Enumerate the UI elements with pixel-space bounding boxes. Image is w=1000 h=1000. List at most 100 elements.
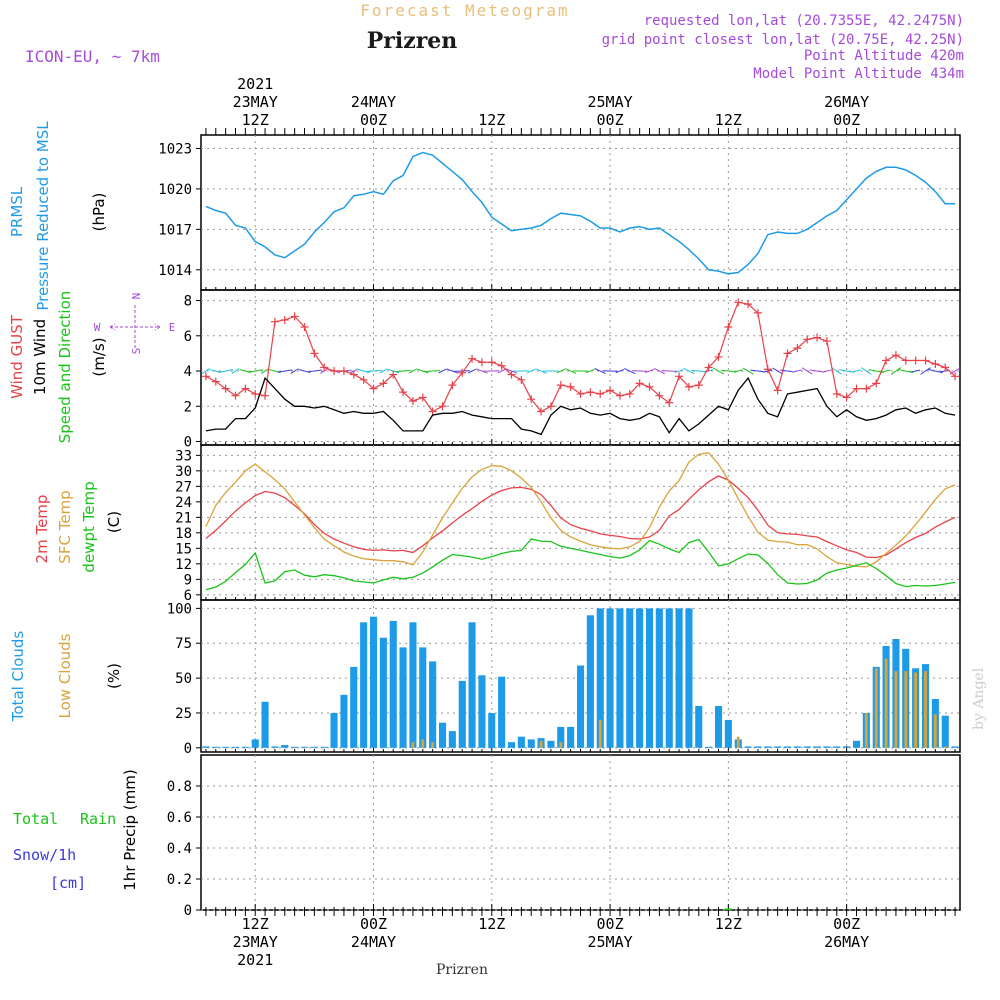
pressure-ytick-label: 1017 (158, 222, 192, 238)
wind-gust-marker (586, 388, 595, 397)
bottom-time-label: 12Z (242, 915, 269, 933)
temperature-ytick-label: 12 (175, 557, 192, 573)
wind-gust-marker (517, 375, 526, 384)
wind-gust-marker (527, 395, 536, 404)
total-clouds-bar (715, 706, 723, 748)
wind-gust-marker (773, 386, 782, 395)
wind-gust-marker (665, 398, 674, 407)
wind-direction-arrow (683, 367, 695, 375)
wind-direction-arrow (645, 369, 654, 374)
wind-gust-marker (408, 396, 417, 405)
wind-direction-arrow (733, 369, 743, 373)
top-time-label: 25MAY (587, 93, 632, 111)
low-clouds-bar (943, 746, 947, 748)
pressure-ylabel-2: Pressure Reduced to MSL (34, 121, 52, 311)
low-clouds-bar (598, 719, 602, 748)
model-label: ICON-EU, ~ 7km (25, 47, 160, 66)
wind-gust-marker (615, 391, 624, 400)
total-clouds-bar (793, 746, 801, 748)
total-clouds-bar (458, 680, 466, 748)
wind-gust-marker (596, 389, 605, 398)
wind-gust-marker (951, 372, 960, 381)
total-clouds-bar (261, 701, 269, 748)
pressure-ylabel-1: PRMSL (8, 186, 26, 237)
wind-direction-arrow (526, 368, 536, 374)
wind-gust-marker (339, 367, 348, 376)
total-clouds-bar (350, 666, 358, 748)
wind-direction-arrow (742, 367, 754, 375)
wind-direction-arrow (416, 368, 429, 374)
wind-gust-marker (507, 370, 516, 379)
top-time-label: 2021 (237, 75, 273, 93)
wind-direction-arrow (408, 368, 418, 374)
wind-direction-arrow (484, 370, 500, 372)
wind-gust-marker (872, 379, 881, 388)
total-clouds-bar (764, 746, 772, 748)
precip-ytick-label: 0.6 (167, 810, 192, 826)
clouds-ytick-label: 0 (184, 741, 192, 757)
compass-rose (109, 305, 161, 348)
wind-gust-marker (369, 384, 378, 393)
wind-ytick-label: 6 (184, 329, 192, 345)
total-clouds-bar (498, 676, 506, 748)
total-clouds-bar (320, 746, 328, 748)
clouds-ytick-label: 100 (167, 601, 192, 617)
rain-bar (724, 908, 733, 910)
wind-gust-marker (477, 358, 486, 367)
wind-direction-arrow (379, 368, 388, 374)
total-clouds-bar (695, 706, 703, 748)
total-clouds-bar (271, 746, 279, 748)
temperature-ytick-label: 30 (175, 464, 192, 480)
wind-direction-arrow (861, 367, 872, 375)
total-clouds-bar (951, 746, 959, 748)
total-clouds-bar (291, 746, 299, 748)
wind-gust-marker (221, 384, 230, 393)
wind-gust-marker (606, 386, 615, 395)
precip-ytick-label: 0.8 (167, 779, 192, 795)
wind-gust-marker (556, 381, 565, 390)
top-time-label: 12Z (478, 111, 505, 129)
total-clouds-bar (468, 622, 476, 748)
legend-snow-unit: [cm] (50, 874, 86, 892)
total-clouds-bar (281, 745, 289, 748)
top-time-label: 24MAY (351, 93, 396, 111)
wind-gust-marker (911, 356, 920, 365)
wind-direction-arrow (632, 370, 648, 372)
wind-gust-marker (931, 359, 940, 368)
temperature-ytick-label: 24 (175, 495, 192, 511)
total-clouds-bar (251, 739, 259, 748)
wind-direction-arrow (594, 368, 606, 375)
wind-direction-arrow (585, 368, 595, 374)
wind-direction-arrow (772, 367, 784, 375)
wind-direction-arrow (713, 367, 724, 375)
bottom-time-label: 23MAY (233, 933, 278, 951)
wind-direction-arrow (792, 369, 802, 373)
compass-west-label: W (94, 321, 101, 334)
total-clouds-bar (586, 615, 594, 748)
point-altitude: Point Altitude 420m (804, 48, 964, 64)
wind-direction-arrow (661, 370, 677, 373)
total-clouds-bar (370, 616, 378, 748)
total-clouds-bar (685, 608, 693, 748)
wind-direction-arrow (201, 368, 210, 375)
wind-direction-arrow (425, 370, 441, 373)
wind-direction-arrow (290, 368, 299, 374)
top-time-label: 23MAY (233, 93, 278, 111)
precip-ytick-label: 0.4 (167, 841, 192, 857)
total-clouds-bar (675, 608, 683, 748)
total-clouds-bar (360, 622, 368, 748)
temperature-ytick-label: 6 (184, 588, 192, 604)
wind-gust-marker (635, 379, 644, 388)
bottom-time-label: 00Z (360, 915, 387, 933)
total-clouds-bar (606, 608, 614, 748)
bottom-time-label: 25MAY (587, 933, 632, 951)
wind-gust-marker (211, 377, 220, 386)
wind-gust-marker (753, 308, 762, 317)
bottom-time-label: 00Z (597, 915, 624, 933)
top-time-label: 12Z (715, 111, 742, 129)
pressure-line (205, 151, 956, 275)
wind-direction-arrow (881, 369, 891, 373)
pressure-ylabel-unit: (hPa) (90, 193, 108, 232)
wind-gust-marker (921, 356, 930, 365)
